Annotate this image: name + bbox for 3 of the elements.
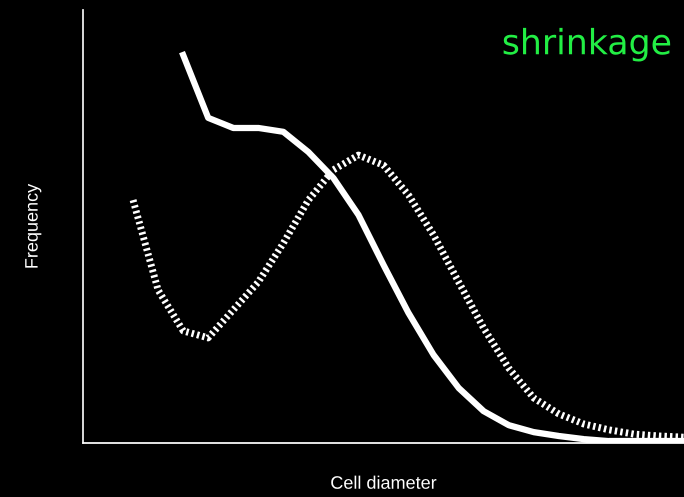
y-axis-title: Frequency [25, 184, 42, 268]
annotation: shrinkage [504, 28, 670, 62]
x-axis-title: Cell diameter [331, 476, 436, 489]
